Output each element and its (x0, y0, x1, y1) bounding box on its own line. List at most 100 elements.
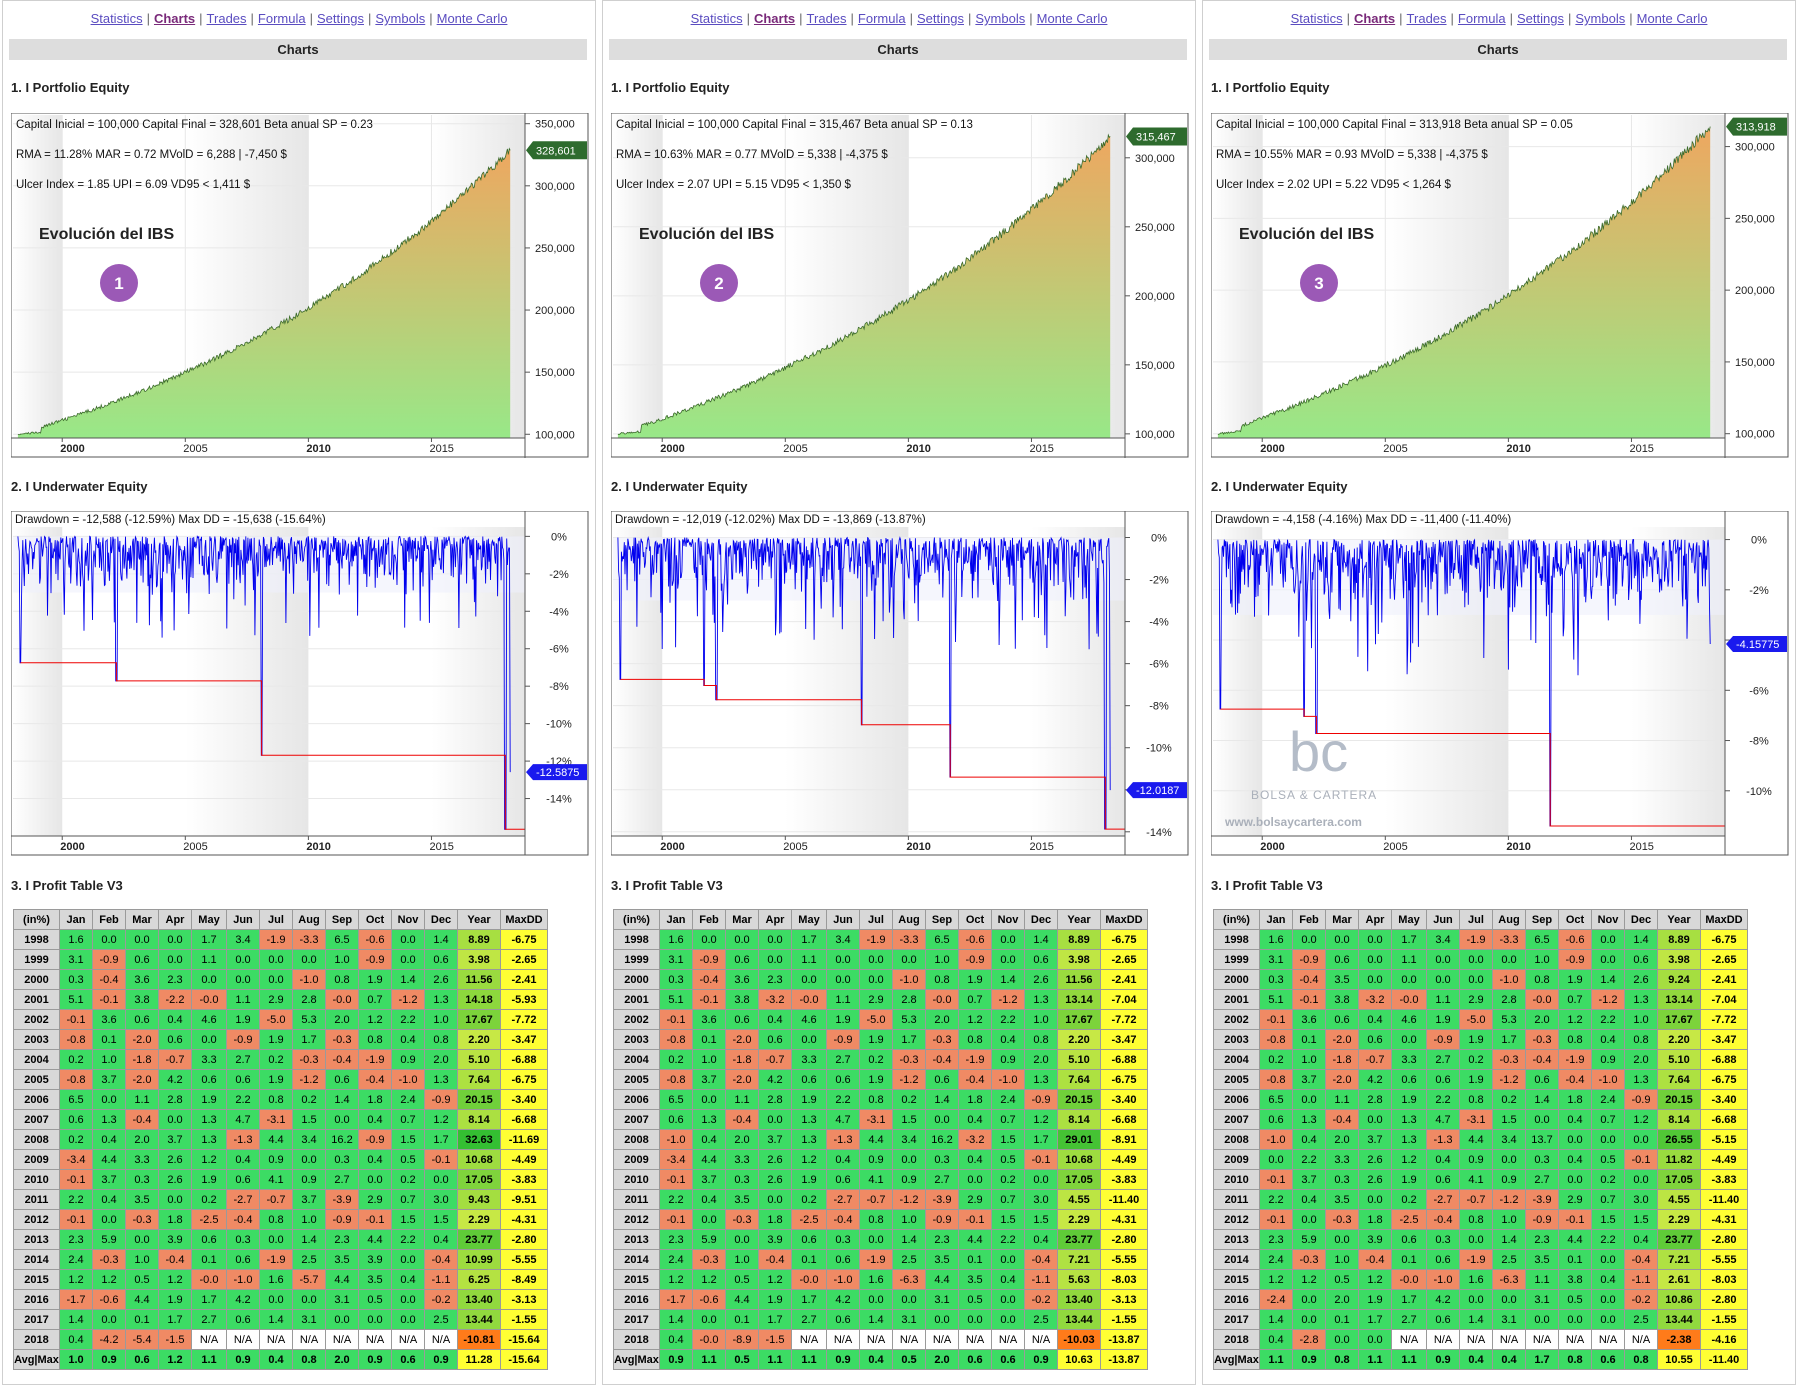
month-cell: -0.0 (191, 989, 227, 1010)
year-cell: 2003 (613, 1029, 660, 1050)
month-cell: 6.5 (659, 1089, 693, 1110)
month-cell: 2.2 (1292, 1149, 1326, 1170)
nav-link-trades[interactable]: Trades (1406, 11, 1447, 26)
month-cell: 13.7 (1525, 1129, 1559, 1150)
table-header-cell: Year (457, 909, 501, 930)
table-row: 2016 -1.7 -0.6 4.4 1.9 1.7 4.2 0.0 0.0 3.1 0.5 0.0-… (13, 1289, 548, 1310)
max-drawdown-line (620, 678, 1125, 830)
month-cell: -2.2 (158, 989, 192, 1010)
table-header-cell: Jun (226, 909, 260, 930)
month-cell: 1.4 (892, 1229, 926, 1250)
nav-link-statistics[interactable]: Statistics (690, 11, 743, 26)
nav-link-statistics[interactable]: Statistics (1290, 11, 1343, 26)
nav-link-symbols[interactable]: Symbols (1575, 11, 1626, 26)
month-cell: N/A (892, 1329, 926, 1350)
month-cell: 1.7 (1358, 1309, 1392, 1330)
month-cell: 1.7 (1024, 1129, 1058, 1150)
report-panel-1: Statistics | Charts | Trades | Formula | Setting… (2, 0, 596, 1385)
year-return-cell: 2.61 (1657, 1269, 1701, 1290)
month-cell: 1.0 (92, 1049, 126, 1070)
month-cell: -0.1 (1292, 989, 1326, 1010)
table-row: 2001 5.1 -0.1 3.8 -3.2 -0.0 1.1 2.9 2.8 -0.0 0.7 -1… (613, 989, 1148, 1010)
month-cell: N/A (791, 1329, 827, 1350)
nav-link-monte-carlo[interactable]: Monte Carlo (436, 11, 508, 26)
month-cell: 0.7 (958, 989, 992, 1010)
month-cell: N/A (1492, 1329, 1526, 1350)
month-cell: 1.1 (226, 989, 260, 1010)
year-return-cell: 5.63 (1057, 1269, 1101, 1290)
month-cell: 0.2 (859, 1049, 893, 1070)
maxdd-cell: -3.47 (1100, 1029, 1148, 1050)
nav-link-trades[interactable]: Trades (806, 11, 847, 26)
nav-link-formula[interactable]: Formula (1457, 11, 1506, 26)
drawdown-stats: Drawdown = -4,158 (-4.16%) Max DD = -11,… (1215, 514, 1511, 526)
equity-line (17, 147, 511, 436)
year-return-cell: 8.89 (1657, 929, 1701, 950)
nav-link-formula[interactable]: Formula (257, 11, 306, 26)
nav-link-charts[interactable]: Charts (753, 11, 796, 26)
month-cell: -0.8 (59, 1029, 93, 1050)
month-cell: -2.7 (226, 1189, 260, 1210)
month-cell: 1.7 (191, 1289, 227, 1310)
nav-link-trades[interactable]: Trades (206, 11, 247, 26)
month-cell: 0.0 (758, 929, 792, 950)
year-return-cell: 11.82 (1657, 1149, 1701, 1170)
nav-link-settings[interactable]: Settings (317, 11, 364, 26)
table-header-cell: Jul (1459, 909, 1493, 930)
month-cell: 5.9 (692, 1229, 726, 1250)
month-cell: -3.3 (1492, 929, 1526, 950)
year-return-cell: 17.05 (1057, 1169, 1101, 1190)
month-cell: -0.1 (59, 1209, 93, 1230)
month-cell: 1.9 (958, 969, 992, 990)
month-cell: 1.9 (1391, 1169, 1427, 1190)
nav-link-statistics[interactable]: Statistics (90, 11, 143, 26)
table-row: 2000 0.3 -0.4 3.6 2.3 0.0 0.0 0.0 -1.0 0.8 1.9 1.4 2… (613, 969, 1148, 990)
nav-link-charts[interactable]: Charts (153, 11, 196, 26)
month-cell: 0.8 (1459, 1209, 1493, 1230)
table-header-cell: May (791, 909, 827, 930)
month-cell: 2.8 (892, 989, 926, 1010)
table-row: 2002 -0.1 3.6 0.6 0.4 4.6 1.9 -5.0 5.3 2.0 1.2 2.2 1… (613, 1009, 1148, 1030)
month-cell: 0.8 (958, 1029, 992, 1050)
month-cell: 2.6 (758, 1169, 792, 1190)
month-cell: 3.5 (358, 1269, 392, 1290)
month-cell: -0.0 (1525, 989, 1559, 1010)
table-row: 2017 1.4 0.0 0.1 1.7 2.7 0.6 1.4 3.1 0.0 0.0 0.0 2.5… (1213, 1309, 1748, 1330)
maxdd-cell: -11.69 (500, 1129, 548, 1150)
month-cell: 1.4 (1492, 1229, 1526, 1250)
month-cell: 0.9 (292, 1169, 326, 1190)
month-cell: 3.6 (125, 969, 159, 990)
nav-link-monte-carlo[interactable]: Monte Carlo (1036, 11, 1108, 26)
nav-link-symbols[interactable]: Symbols (375, 11, 426, 26)
month-cell: 0.8 (424, 1029, 458, 1050)
month-cell: 0.2 (59, 1129, 93, 1150)
nav-link-monte-carlo[interactable]: Monte Carlo (1636, 11, 1708, 26)
month-cell: 0.6 (725, 1009, 759, 1030)
month-cell: -3.4 (59, 1149, 93, 1170)
nav-link-symbols[interactable]: Symbols (975, 11, 1026, 26)
month-cell: 0.0 (1591, 1249, 1625, 1270)
year-cell: 1998 (13, 929, 60, 950)
month-cell: 1.7 (424, 1129, 458, 1150)
avg-month-cell: 0.5 (725, 1349, 759, 1370)
maxdd-cell: -5.55 (1700, 1249, 1748, 1270)
month-cell: 1.9 (259, 1029, 293, 1050)
nav-link-settings[interactable]: Settings (1517, 11, 1564, 26)
nav-link-settings[interactable]: Settings (917, 11, 964, 26)
month-cell: -0.1 (1259, 1009, 1293, 1030)
month-cell: -3.2 (1358, 989, 1392, 1010)
year-return-cell: 23.77 (1057, 1229, 1101, 1250)
nav-link-charts[interactable]: Charts (1353, 11, 1396, 26)
underwater-y-tick-label: -4% (549, 606, 569, 618)
month-cell: -0.9 (1525, 1209, 1559, 1230)
nav-link-formula[interactable]: Formula (857, 11, 906, 26)
month-cell: 0.4 (826, 1149, 860, 1170)
maxdd-cell: -7.72 (500, 1009, 548, 1030)
year-cell: 2017 (613, 1309, 660, 1330)
year-return-cell: -10.81 (457, 1329, 501, 1350)
report-nav: Statistics | Charts | Trades | Formula | Setting… (1203, 11, 1795, 26)
month-cell: N/A (1591, 1329, 1625, 1350)
month-cell: 2.6 (1358, 1149, 1392, 1170)
table-row: 2004 0.2 1.0 -1.8 -0.7 3.3 2.7 0.2 -0.3 -0.4 -1.9 0… (13, 1049, 548, 1070)
month-cell: 2.5 (892, 1249, 926, 1270)
